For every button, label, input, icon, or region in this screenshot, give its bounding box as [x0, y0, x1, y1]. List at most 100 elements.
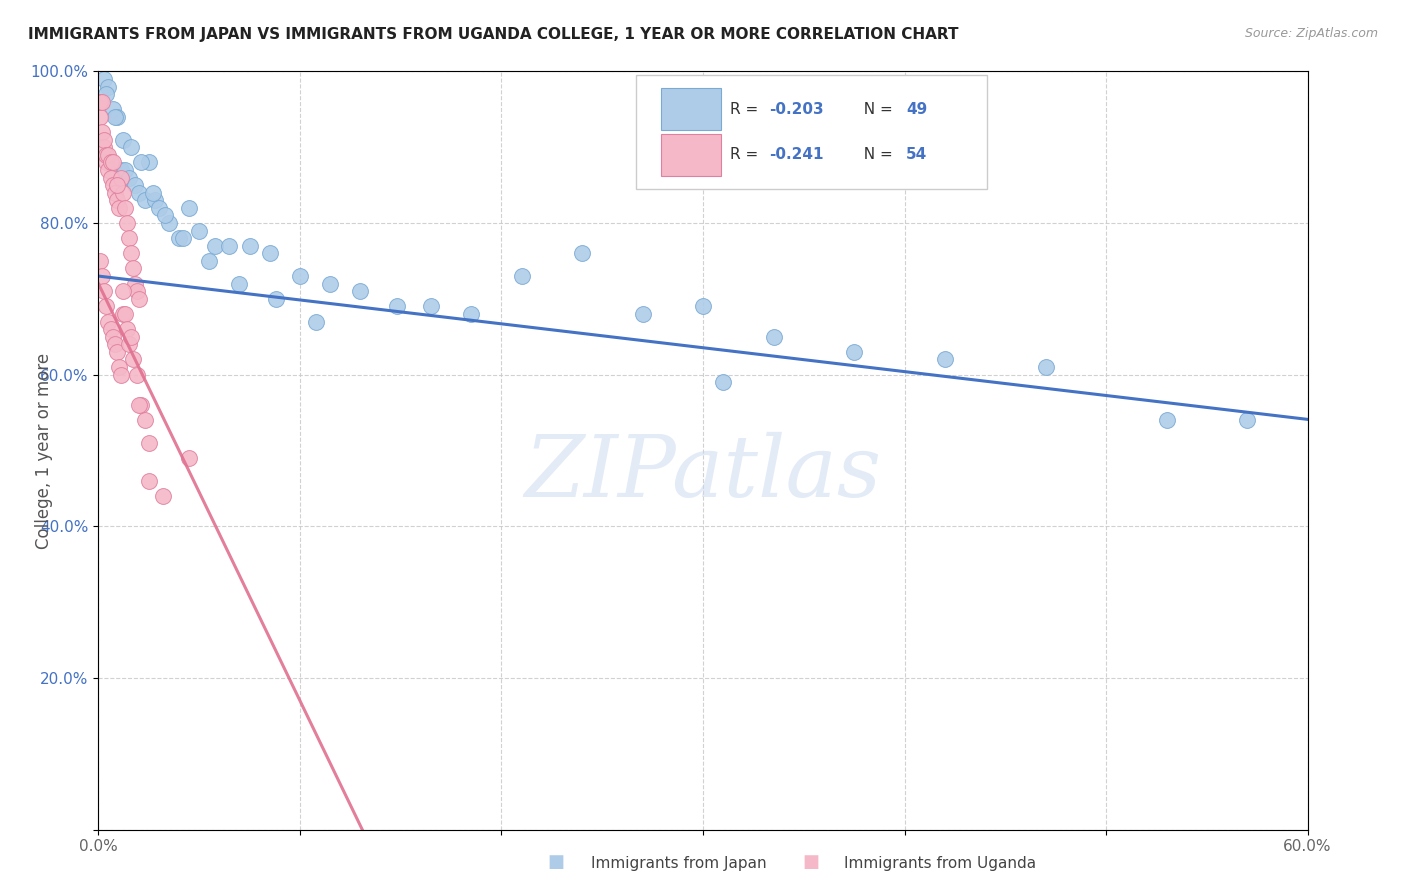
Point — [103, 186, 125, 200]
Point — [571, 246, 593, 260]
Point — [1035, 359, 1057, 375]
Point — [143, 194, 166, 208]
Point — [118, 337, 141, 351]
Point — [762, 330, 785, 344]
Point — [107, 201, 129, 215]
Point — [152, 489, 174, 503]
Point — [129, 155, 152, 169]
Point — [114, 307, 136, 321]
Text: College, 1 year or more: College, 1 year or more — [35, 352, 53, 549]
Point — [228, 277, 250, 291]
Text: N =: N = — [855, 102, 898, 117]
Point — [118, 231, 141, 245]
Point — [110, 368, 132, 382]
Point — [103, 110, 125, 124]
Point — [1236, 413, 1258, 427]
Point — [115, 216, 138, 230]
Text: Immigrants from Uganda: Immigrants from Uganda — [844, 856, 1036, 871]
Point — [103, 337, 125, 351]
Point — [188, 223, 211, 237]
Text: N =: N = — [855, 147, 898, 162]
Point — [91, 269, 114, 284]
Point — [129, 398, 152, 412]
Point — [107, 359, 129, 375]
Text: ■: ■ — [803, 853, 820, 871]
Point — [97, 163, 120, 178]
Point — [111, 186, 134, 200]
Point — [934, 352, 956, 367]
Text: Immigrants from Japan: Immigrants from Japan — [591, 856, 766, 871]
Point — [89, 110, 111, 124]
Point — [121, 352, 143, 367]
Point — [93, 72, 115, 87]
FancyBboxPatch shape — [661, 88, 721, 130]
Point — [420, 300, 443, 314]
Point — [110, 170, 132, 185]
Point — [121, 261, 143, 276]
Point — [125, 368, 148, 382]
Point — [120, 330, 142, 344]
Point — [93, 140, 115, 154]
Point — [157, 216, 180, 230]
Text: 54: 54 — [905, 147, 928, 162]
Point — [198, 253, 221, 268]
Text: ZIPatlas: ZIPatlas — [524, 432, 882, 515]
Point — [120, 140, 142, 154]
Point — [111, 307, 134, 321]
Point — [179, 201, 201, 215]
Point — [142, 186, 165, 200]
Point — [510, 269, 533, 284]
Point — [105, 344, 128, 359]
Point — [204, 238, 226, 253]
Point — [111, 132, 134, 146]
Point — [97, 314, 120, 328]
Point — [460, 307, 482, 321]
Point — [153, 209, 176, 223]
Point — [264, 292, 287, 306]
Point — [128, 292, 150, 306]
Point — [179, 451, 201, 466]
Point — [124, 277, 146, 291]
Point — [110, 163, 132, 178]
Point — [349, 285, 371, 299]
Point — [89, 95, 111, 109]
Point — [115, 322, 138, 336]
Point — [105, 110, 128, 124]
Point — [93, 132, 115, 146]
Text: R =: R = — [730, 147, 762, 162]
Point — [1156, 413, 1178, 427]
Point — [114, 163, 136, 178]
Point — [167, 231, 190, 245]
Text: R =: R = — [730, 102, 762, 117]
Point — [239, 238, 262, 253]
Point — [128, 398, 150, 412]
Point — [97, 79, 120, 94]
Point — [114, 201, 136, 215]
Point — [100, 170, 122, 185]
Point — [120, 246, 142, 260]
Text: -0.241: -0.241 — [769, 147, 824, 162]
Point — [134, 194, 156, 208]
Point — [96, 155, 118, 169]
Point — [631, 307, 654, 321]
Point — [125, 285, 148, 299]
Point — [118, 170, 141, 185]
Point — [138, 474, 160, 488]
Point — [111, 285, 134, 299]
Point — [89, 253, 111, 268]
Point — [93, 285, 115, 299]
Point — [105, 178, 128, 193]
Point — [692, 300, 714, 314]
Point — [844, 344, 866, 359]
Point — [218, 238, 240, 253]
Point — [305, 314, 328, 328]
Point — [105, 194, 128, 208]
Point — [711, 376, 734, 390]
FancyBboxPatch shape — [637, 75, 987, 189]
Text: 49: 49 — [905, 102, 928, 117]
Text: ■: ■ — [547, 853, 564, 871]
Point — [101, 178, 124, 193]
Point — [385, 300, 408, 314]
Text: Source: ZipAtlas.com: Source: ZipAtlas.com — [1244, 27, 1378, 40]
Point — [100, 322, 122, 336]
